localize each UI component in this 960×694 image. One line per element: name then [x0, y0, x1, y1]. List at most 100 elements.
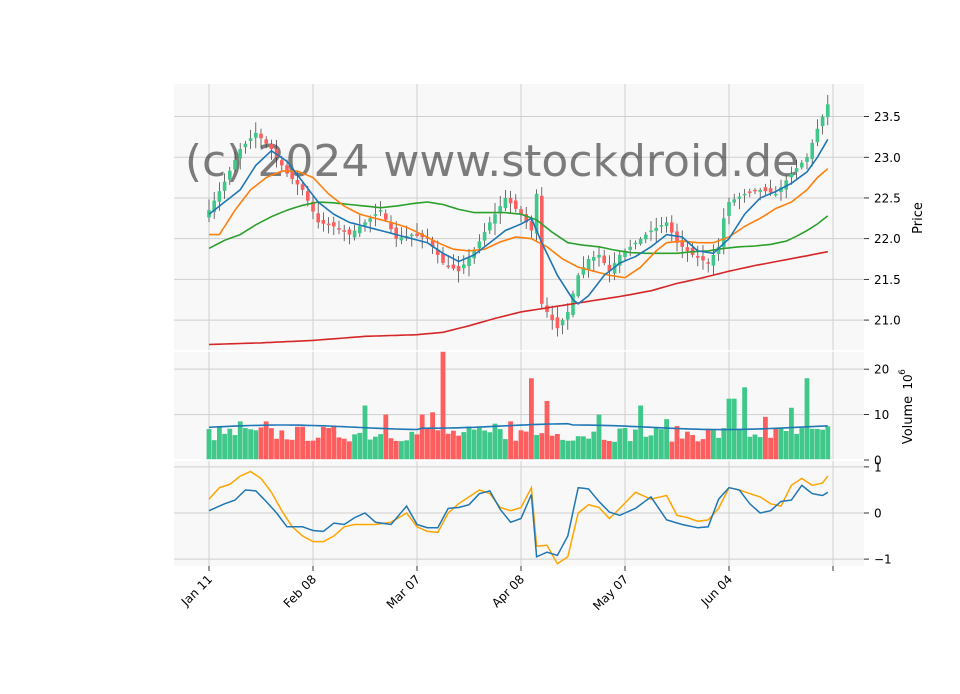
volume-bar — [627, 441, 633, 460]
volume-bar — [425, 428, 430, 460]
volume-bar — [357, 432, 363, 460]
volume-bar — [695, 441, 701, 460]
candle-body — [285, 165, 289, 174]
candle-body — [399, 237, 404, 241]
ma-fast-line — [208, 138, 829, 305]
candle-body — [576, 275, 580, 297]
volume-bar — [399, 441, 404, 460]
candle-body — [280, 160, 284, 166]
y-tick-label: 0 — [874, 507, 882, 521]
candle-body — [727, 202, 731, 216]
y-tick-label: 1 — [874, 460, 882, 474]
candle-body — [545, 305, 549, 312]
volume-bar — [414, 434, 420, 460]
candle-body — [732, 199, 736, 203]
y-tick-label: 10 — [874, 408, 889, 422]
candle-body — [592, 256, 596, 261]
ma-mid-line — [209, 168, 829, 279]
volume-bar — [305, 440, 311, 460]
volume-bar — [742, 387, 747, 460]
volume-bar — [513, 440, 519, 460]
volume-bar — [523, 431, 529, 460]
volume-bar — [227, 428, 233, 460]
volume-bar — [601, 439, 607, 460]
x-tick-label: May 07 — [590, 572, 631, 613]
candle-body — [243, 143, 248, 148]
candle-body — [581, 267, 586, 275]
volume-axis-exp-base: 10 — [901, 374, 915, 389]
candle-body — [638, 238, 643, 244]
volume-bar — [591, 431, 597, 460]
y-tick-label: 22.5 — [874, 191, 901, 205]
candle-body — [300, 184, 305, 190]
candle-body — [456, 266, 461, 272]
x-tick-label: Feb 08 — [281, 572, 319, 610]
candle-body — [269, 144, 274, 150]
candle-body — [342, 230, 346, 232]
candle-body — [784, 180, 788, 190]
volume-bar — [737, 428, 742, 460]
volume-bar — [674, 426, 680, 460]
candle-body — [415, 233, 419, 236]
candle-body — [306, 191, 310, 201]
candle-body — [477, 241, 482, 249]
candle-body — [316, 213, 320, 223]
volume-bar — [451, 430, 456, 460]
candle-body — [311, 201, 315, 212]
volume-bar — [492, 423, 498, 460]
volume-bar — [700, 439, 706, 460]
volume-bar — [331, 426, 337, 460]
volume-bar — [685, 431, 690, 460]
volume-bar — [586, 438, 591, 460]
volume-bar — [217, 427, 222, 460]
candle-body — [597, 254, 601, 258]
volume-bar — [466, 426, 472, 460]
volume-bar — [809, 428, 815, 460]
volume-bar — [820, 429, 825, 460]
candle-body — [212, 200, 216, 213]
candle-body — [560, 320, 565, 326]
candle-body — [722, 218, 726, 248]
candle-body — [826, 104, 830, 118]
volume-bar — [690, 435, 695, 460]
volume-bar — [341, 438, 347, 460]
volume-bar — [643, 436, 649, 460]
candle-body — [768, 188, 773, 193]
volume-bar — [804, 378, 810, 460]
candle-body — [430, 240, 435, 247]
candle-body — [654, 227, 658, 231]
candle-body — [503, 197, 508, 209]
volume-bar — [497, 429, 503, 460]
candle-body — [337, 228, 341, 230]
volume-bar — [560, 439, 565, 460]
volume-bar — [435, 430, 441, 460]
watermark-text: (c) 2024 www.stockdroid.de — [185, 136, 799, 187]
volume-bar — [347, 441, 352, 460]
volume-bar — [575, 436, 581, 460]
volume-bar — [222, 433, 227, 460]
candle-body — [618, 254, 622, 266]
volume-bar — [669, 441, 675, 460]
volume-bar — [705, 429, 711, 460]
candle-body — [254, 132, 258, 138]
volume-bar — [456, 435, 461, 460]
candle-body — [789, 173, 794, 178]
ma-slow-line — [208, 201, 829, 255]
volume-bar — [279, 430, 285, 460]
volume-bar — [445, 433, 451, 460]
candle-body — [228, 170, 232, 180]
candle-body — [410, 234, 414, 237]
volume-bar — [757, 437, 763, 460]
y-tick-label: 0 — [874, 454, 882, 468]
candle-body — [820, 116, 825, 127]
candle-body — [524, 214, 528, 223]
volume-bar — [653, 427, 659, 460]
volume-bar — [679, 438, 685, 460]
candle-body — [529, 220, 534, 231]
volume-bar — [612, 441, 617, 460]
volume-bar — [237, 421, 243, 460]
candle-body — [238, 149, 242, 159]
volume-bar — [326, 428, 331, 460]
volume-bar — [503, 439, 508, 460]
